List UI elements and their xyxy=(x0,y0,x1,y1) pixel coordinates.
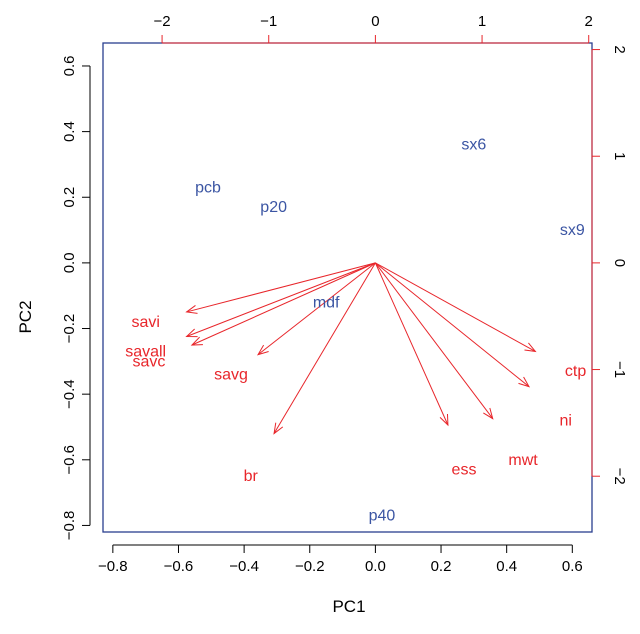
loading-arrow-ctp xyxy=(375,262,536,352)
variable-label-br: br xyxy=(244,468,259,485)
y-tick-label: 0.6 xyxy=(61,56,78,77)
x-tick-label: −0.4 xyxy=(229,558,259,575)
loading-arrow-ni xyxy=(375,262,530,388)
y-tick-label: −0.6 xyxy=(61,445,78,475)
variable-label-ni: ni xyxy=(560,412,572,429)
right-tick-label: 2 xyxy=(611,45,628,53)
y-axis-title: PC2 xyxy=(16,300,35,333)
loading-arrow-savi xyxy=(186,262,376,313)
loading-arrowhead-ess xyxy=(439,413,449,427)
loading-arrowhead-ni xyxy=(518,376,531,388)
x-tick-label: −0.6 xyxy=(164,558,194,575)
x-axis-title: PC1 xyxy=(332,597,365,616)
observation-label-p40: p40 xyxy=(369,508,396,525)
loading-arrowhead-savall xyxy=(185,328,198,338)
x-tick-label: 0.6 xyxy=(562,558,583,575)
loading-arrow-savc xyxy=(191,262,376,346)
right-tick-label: −2 xyxy=(611,468,628,485)
top-tick-label: 0 xyxy=(371,13,379,30)
variable-label-savall: savall xyxy=(125,343,166,360)
x-tick-label: 0.4 xyxy=(496,558,517,575)
loading-arrowhead-savc xyxy=(190,336,203,346)
loading-arrowhead-mwt xyxy=(483,407,494,420)
variable-label-savi: savi xyxy=(131,314,159,331)
top-tick-label: −2 xyxy=(154,13,171,30)
right-tick-label: 1 xyxy=(611,152,628,160)
loading-arrowhead-savi xyxy=(185,305,198,314)
top-tick-label: −1 xyxy=(260,13,277,30)
top-tick-label: 1 xyxy=(478,13,486,30)
right-tick-label: −1 xyxy=(611,361,628,378)
loading-arrow-mwt xyxy=(374,262,494,419)
right-tick-label: 0 xyxy=(611,259,628,267)
variable-label-ctp: ctp xyxy=(565,363,586,380)
variable-label-mwt: mwt xyxy=(508,452,538,469)
y-tick-label: −0.4 xyxy=(61,379,78,409)
observation-label-sx9: sx9 xyxy=(560,222,585,239)
loading-arrow-savall xyxy=(186,262,376,337)
variable-label-savg: savg xyxy=(214,366,248,383)
loading-arrow-ess xyxy=(374,262,449,426)
x-tick-label: 0.2 xyxy=(431,558,452,575)
observation-label-pcb: pcb xyxy=(195,179,221,196)
observation-label-sx6: sx6 xyxy=(461,137,486,154)
y-tick-label: −0.8 xyxy=(61,511,78,541)
y-tick-label: 0.2 xyxy=(61,187,78,208)
observation-label-p20: p20 xyxy=(260,199,287,216)
loading-arrow-savg xyxy=(257,262,376,356)
y-tick-label: −0.2 xyxy=(61,314,78,344)
variable-label-ess: ess xyxy=(452,462,477,479)
top-tick-label: 2 xyxy=(585,13,593,30)
observation-label-mdf: mdf xyxy=(313,294,340,311)
y-tick-label: 0.4 xyxy=(61,121,78,142)
x-tick-label: −0.8 xyxy=(98,558,128,575)
loading-arrowhead-br xyxy=(273,422,284,435)
y-tick-label: 0.0 xyxy=(61,252,78,273)
loading-arrow-br xyxy=(273,262,376,434)
loading-arrowhead-savg xyxy=(257,344,269,356)
loading-arrowhead-ctp xyxy=(524,342,537,353)
x-tick-label: −0.2 xyxy=(295,558,325,575)
variable-label-savc: savc xyxy=(132,353,165,370)
x-tick-label: 0.0 xyxy=(365,558,386,575)
